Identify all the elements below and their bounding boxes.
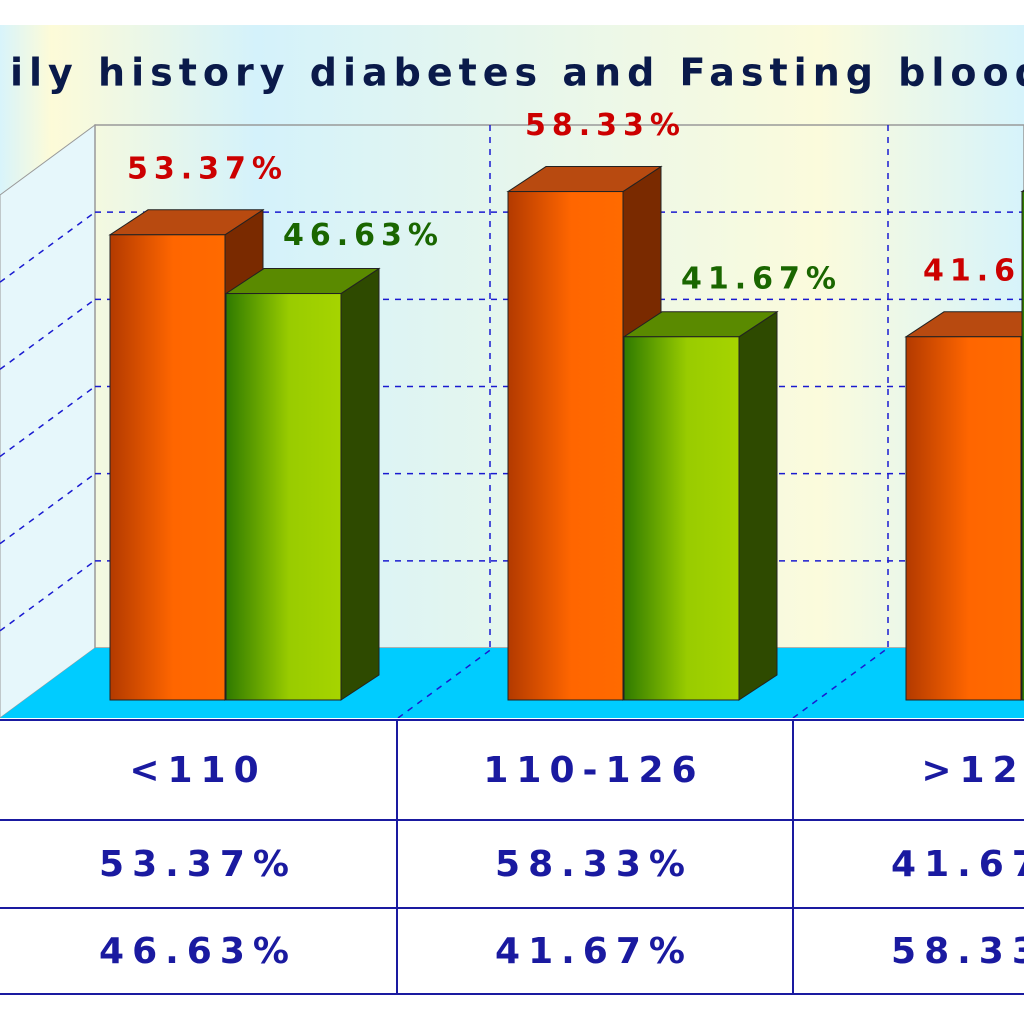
chart-title: ily history diabetes and Fasting blood g… — [10, 51, 1024, 95]
bar — [905, 336, 1022, 701]
table-value: 53.37% — [99, 844, 297, 885]
table-value: 41.67% — [495, 931, 693, 972]
bar — [507, 191, 624, 701]
bar-side — [340, 267, 380, 701]
grid-line — [0, 385, 96, 458]
bar — [1021, 191, 1024, 701]
table-category: 110-126 — [483, 750, 704, 791]
table-category: >126 — [921, 750, 1024, 791]
grid-line — [0, 298, 96, 370]
bar — [109, 234, 226, 701]
table-background — [0, 718, 1024, 995]
table-value: 41.67% — [891, 844, 1024, 885]
grid-line — [0, 560, 96, 632]
table-category: <110 — [129, 750, 266, 791]
bar-side — [738, 310, 778, 701]
grid-line — [0, 473, 96, 545]
table-value: 58.33% — [495, 844, 693, 885]
data-label: 41.67% — [923, 253, 1024, 288]
table-value: 46.63% — [99, 931, 297, 972]
data-label: 53.37% — [127, 151, 288, 186]
bar — [225, 293, 342, 701]
table-value: 58.33% — [891, 931, 1024, 972]
floor-line — [792, 647, 889, 719]
bar — [623, 336, 740, 701]
data-label: 58.33% — [525, 108, 686, 143]
grid-line — [0, 211, 96, 283]
left-wall — [0, 124, 96, 719]
data-label: 41.67% — [681, 261, 842, 296]
data-label: 46.63% — [283, 218, 444, 253]
floor-line — [397, 647, 494, 719]
